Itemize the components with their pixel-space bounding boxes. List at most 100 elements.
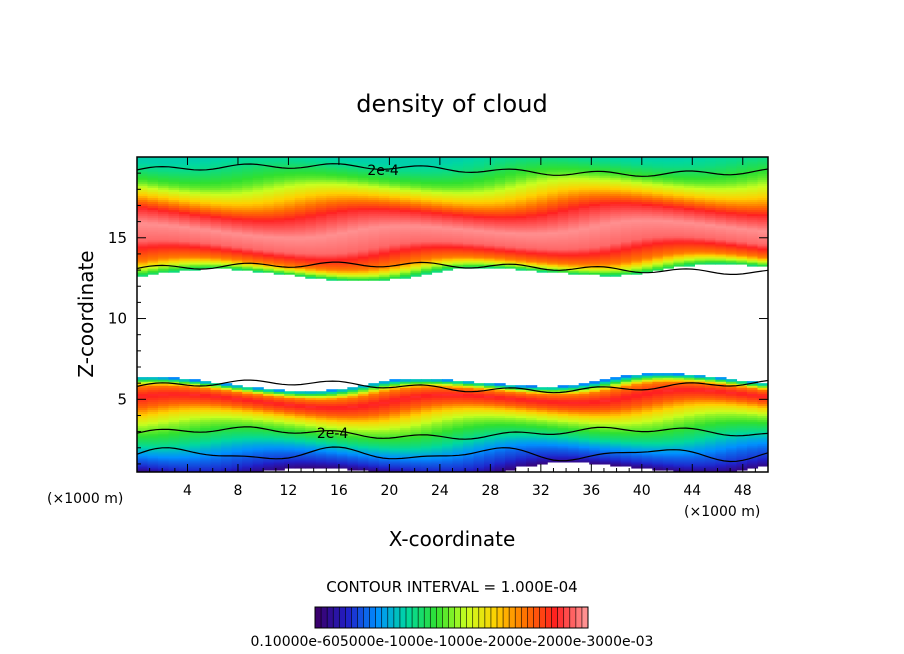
density-cell [452,245,464,249]
density-cell [273,247,285,251]
density-cell [410,199,422,203]
density-cell [683,255,695,259]
density-cell [368,257,380,261]
density-cell [336,427,348,431]
density-cell [715,251,727,255]
density-cell [410,195,422,198]
density-cell [431,393,443,396]
density-cell [336,453,348,457]
density-cell [757,219,768,223]
density-cell [378,205,390,209]
density-cell [704,381,717,384]
density-cell [336,397,348,400]
density-cell [315,245,327,249]
density-cell [347,459,359,463]
density-cell [589,203,601,207]
density-cell [652,443,664,447]
density-cell [725,231,738,235]
density-cell [662,211,674,215]
density-cell [610,239,622,243]
density-cell [463,453,475,457]
density-cell [158,241,170,245]
density-cell [221,397,233,400]
density-cell [158,429,170,433]
density-cell [242,391,254,394]
density-cell [631,433,643,437]
density-cell [620,375,632,378]
density-cell [515,451,527,455]
density-cell [473,449,485,453]
density-cell [589,257,601,261]
density-cell [410,439,422,443]
density-cell [547,389,559,392]
density-cell [200,381,212,384]
density-cell [210,237,222,241]
density-cell [221,235,233,239]
density-cell [378,469,390,472]
density-cell [263,233,275,237]
density-cell [410,253,422,257]
density-cell [294,395,306,398]
density-cell [147,245,159,249]
density-cell [399,431,412,435]
density-cell [568,245,580,249]
density-cell [757,227,768,231]
density-cell [273,255,285,259]
density-cell [683,243,695,247]
density-cell [284,457,296,461]
density-cell [715,255,727,259]
density-cell [473,264,485,267]
density-cell [725,447,738,451]
density-cell [168,423,180,427]
density-cell [305,245,317,249]
density-cell [494,193,506,196]
density-cell [210,209,222,213]
density-cell [168,387,180,390]
density-cell [746,395,759,398]
density-cell [578,415,590,419]
density-cell [620,429,632,433]
density-cell [725,255,738,259]
density-cell [210,199,222,203]
density-cell [347,278,359,281]
density-cell [305,223,317,227]
density-cell [441,413,454,417]
density-cell [263,425,275,429]
density-cell [273,395,285,398]
density-cell [168,439,180,443]
density-cell [494,405,506,408]
density-cell [410,264,422,267]
density-cell [231,387,243,390]
density-cell [231,221,243,225]
density-cell [662,381,674,384]
density-cell [200,197,212,200]
density-cell [252,407,264,410]
density-cell [704,413,717,417]
density-cell [284,223,296,227]
density-cell [463,235,475,239]
density-cell [725,262,738,265]
density-cell [683,377,695,380]
density-cell [757,225,768,229]
density-cell [526,425,538,429]
density-cell [599,255,611,259]
density-cell [662,227,674,231]
density-cell [673,233,685,237]
density-cell [231,421,243,425]
density-cell [368,443,380,447]
density-cell [757,193,768,196]
density-cell [210,251,222,255]
density-cell [725,227,738,231]
density-cell [315,247,327,251]
density-cell [652,459,664,463]
density-cell [725,457,738,461]
density-cell [273,270,285,273]
density-cell [589,221,601,225]
density-cell [484,235,496,239]
density-cell [578,407,590,410]
density-cell [568,433,580,437]
density-cell [389,239,401,243]
density-cell [357,197,369,200]
density-cell [631,385,643,388]
density-cell [599,193,611,196]
